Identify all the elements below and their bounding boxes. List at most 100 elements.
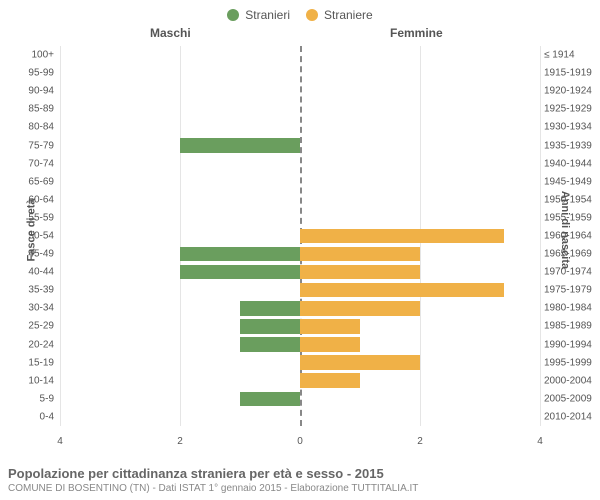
age-label: 80-84 <box>12 122 54 133</box>
age-label: 95-99 <box>12 68 54 79</box>
bar-female <box>300 355 420 369</box>
chart-footer: Popolazione per cittadinanza straniera p… <box>8 466 592 494</box>
footer-title: Popolazione per cittadinanza straniera p… <box>8 466 592 481</box>
birth-year-label: 1920-1924 <box>544 86 592 97</box>
birth-year-label: 1980-1984 <box>544 303 592 314</box>
bar-female <box>300 229 504 243</box>
legend: Stranieri Straniere <box>0 0 600 22</box>
birth-year-label: 1990-1994 <box>544 339 592 350</box>
birth-year-label: 1950-1954 <box>544 194 592 205</box>
birth-year-label: 1985-1989 <box>544 321 592 332</box>
pyramid-row: 65-691945-1949 <box>60 173 540 191</box>
pyramid-row: 80-841930-1934 <box>60 118 540 136</box>
age-label: 15-19 <box>12 357 54 368</box>
legend-item-stranieri: Stranieri <box>227 8 290 22</box>
pyramid-row: 10-142000-2004 <box>60 372 540 390</box>
age-label: 5-9 <box>12 393 54 404</box>
birth-year-label: 1940-1944 <box>544 158 592 169</box>
bar-female <box>300 337 360 351</box>
bar-female <box>300 373 360 387</box>
pyramid-row: 5-92005-2009 <box>60 390 540 408</box>
x-axis: 42024 <box>60 436 540 452</box>
legend-swatch-stranieri <box>227 9 239 21</box>
pyramid-row: 50-541960-1964 <box>60 227 540 245</box>
bar-female <box>300 265 420 279</box>
legend-label-stranieri: Stranieri <box>245 8 290 22</box>
birth-year-label: 1955-1959 <box>544 212 592 223</box>
age-label: 45-49 <box>12 249 54 260</box>
birth-year-label: 1995-1999 <box>544 357 592 368</box>
birth-year-label: 2010-2014 <box>544 411 592 422</box>
age-label: 55-59 <box>12 212 54 223</box>
column-header-left: Maschi <box>150 26 191 40</box>
age-label: 75-79 <box>12 140 54 151</box>
age-label: 70-74 <box>12 158 54 169</box>
age-label: 100+ <box>12 50 54 61</box>
population-pyramid-chart: Stranieri Straniere Maschi Femmine Fasce… <box>0 0 600 500</box>
birth-year-label: 1945-1949 <box>544 176 592 187</box>
bar-male <box>240 301 300 315</box>
pyramid-row: 75-791935-1939 <box>60 136 540 154</box>
age-label: 20-24 <box>12 339 54 350</box>
bar-male <box>180 265 300 279</box>
pyramid-row: 30-341980-1984 <box>60 299 540 317</box>
age-label: 90-94 <box>12 86 54 97</box>
birth-year-label: 1935-1939 <box>544 140 592 151</box>
age-label: 25-29 <box>12 321 54 332</box>
pyramid-row: 45-491965-1969 <box>60 245 540 263</box>
pyramid-row: 15-191995-1999 <box>60 354 540 372</box>
bar-female <box>300 247 420 261</box>
age-label: 50-54 <box>12 230 54 241</box>
pyramid-row: 70-741940-1944 <box>60 155 540 173</box>
pyramid-row: 20-241990-1994 <box>60 336 540 354</box>
rows-container: 100+≤ 191495-991915-191990-941920-192485… <box>60 46 540 426</box>
birth-year-label: 1960-1964 <box>544 230 592 241</box>
birth-year-label: 1915-1919 <box>544 68 592 79</box>
pyramid-row: 60-641950-1954 <box>60 191 540 209</box>
birth-year-label: 1965-1969 <box>544 249 592 260</box>
pyramid-row: 40-441970-1974 <box>60 263 540 281</box>
bar-female <box>300 301 420 315</box>
legend-swatch-straniere <box>306 9 318 21</box>
age-label: 10-14 <box>12 375 54 386</box>
age-label: 40-44 <box>12 267 54 278</box>
pyramid-row: 90-941920-1924 <box>60 82 540 100</box>
grid-line <box>540 46 541 426</box>
age-label: 60-64 <box>12 194 54 205</box>
bar-female <box>300 319 360 333</box>
pyramid-row: 35-391975-1979 <box>60 281 540 299</box>
legend-item-straniere: Straniere <box>306 8 373 22</box>
plot-area: 100+≤ 191495-991915-191990-941920-192485… <box>60 46 540 426</box>
pyramid-row: 25-291985-1989 <box>60 317 540 335</box>
bar-male <box>180 247 300 261</box>
age-label: 85-89 <box>12 104 54 115</box>
pyramid-row: 55-591955-1959 <box>60 209 540 227</box>
age-label: 0-4 <box>12 411 54 422</box>
birth-year-label: 1925-1929 <box>544 104 592 115</box>
age-label: 30-34 <box>12 303 54 314</box>
bar-female <box>300 283 504 297</box>
age-label: 35-39 <box>12 285 54 296</box>
column-header-right: Femmine <box>390 26 443 40</box>
pyramid-row: 95-991915-1919 <box>60 64 540 82</box>
bar-male <box>240 319 300 333</box>
birth-year-label: 2000-2004 <box>544 375 592 386</box>
x-tick-label: 0 <box>297 436 303 447</box>
birth-year-label: 1970-1974 <box>544 267 592 278</box>
x-tick-label: 4 <box>57 436 63 447</box>
birth-year-label: ≤ 1914 <box>544 50 592 61</box>
pyramid-row: 100+≤ 1914 <box>60 46 540 64</box>
bar-male <box>240 392 300 406</box>
pyramid-row: 0-42010-2014 <box>60 408 540 426</box>
footer-subtitle: COMUNE DI BOSENTINO (TN) - Dati ISTAT 1°… <box>8 483 592 494</box>
x-tick-label: 2 <box>417 436 423 447</box>
birth-year-label: 1975-1979 <box>544 285 592 296</box>
birth-year-label: 2005-2009 <box>544 393 592 404</box>
bar-male <box>180 138 300 152</box>
column-headers: Maschi Femmine <box>0 26 600 46</box>
bar-male <box>240 337 300 351</box>
birth-year-label: 1930-1934 <box>544 122 592 133</box>
x-tick-label: 4 <box>537 436 543 447</box>
age-label: 65-69 <box>12 176 54 187</box>
legend-label-straniere: Straniere <box>324 8 373 22</box>
